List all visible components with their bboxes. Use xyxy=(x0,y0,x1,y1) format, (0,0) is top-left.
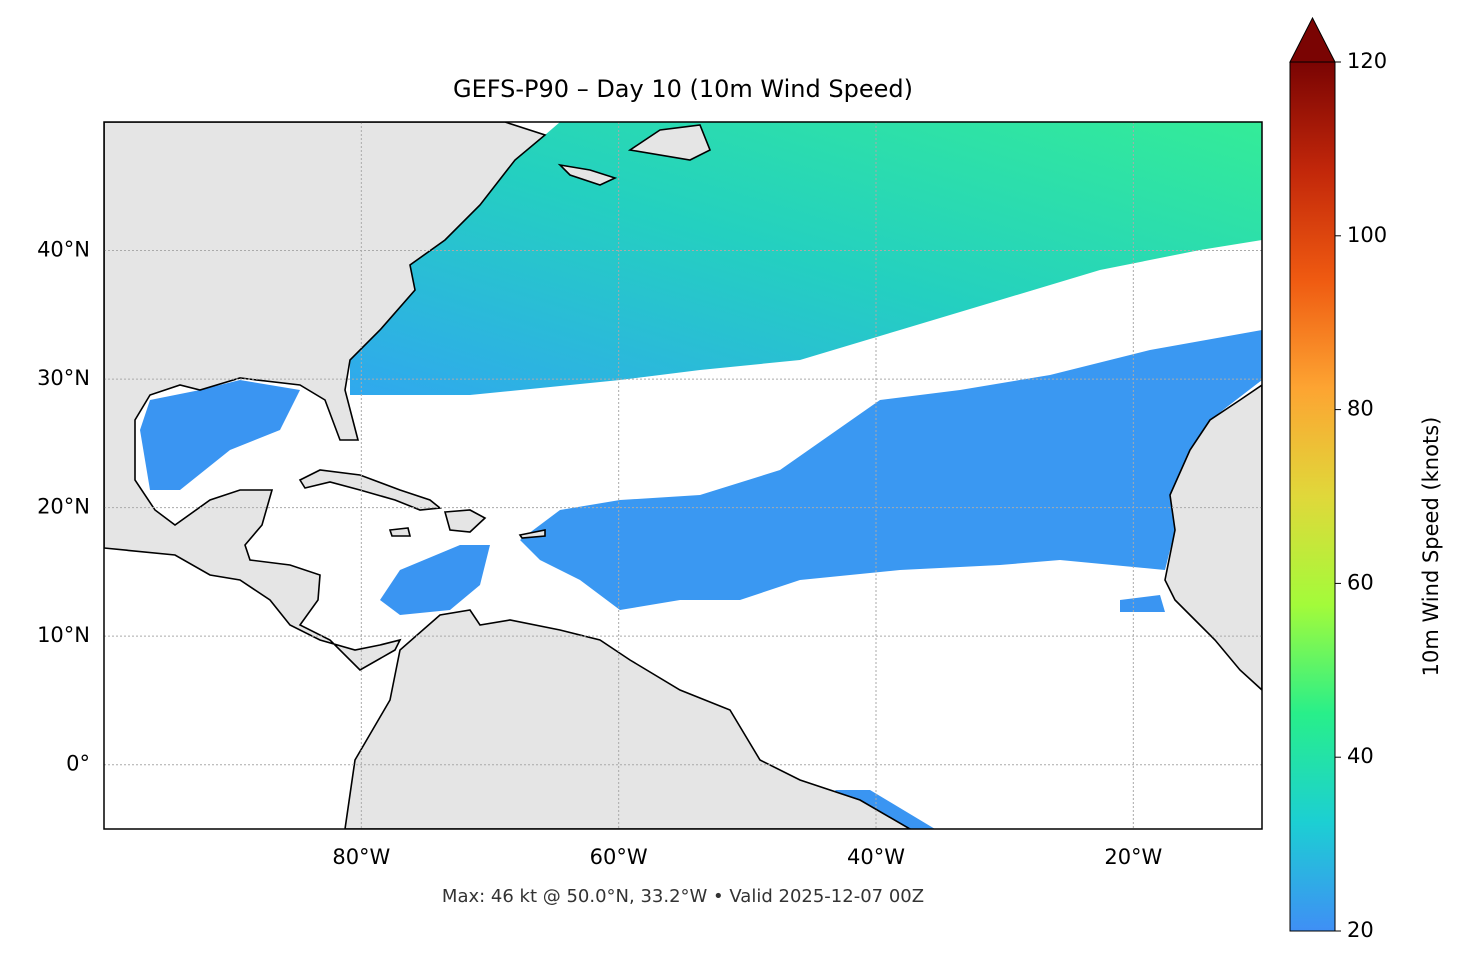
land-newfoundland xyxy=(627,124,712,161)
land-south-america xyxy=(344,609,912,829)
colorbar-ramp xyxy=(1289,61,1336,932)
y-tick-label: 10°N xyxy=(37,623,90,647)
land-africa xyxy=(1164,384,1262,692)
wind-field-south xyxy=(520,330,1262,610)
colorbar-tick-label: 100 xyxy=(1347,223,1387,247)
land-puerto-rico xyxy=(518,529,546,539)
colorbar-tick-label: 80 xyxy=(1347,397,1374,421)
land-north-america xyxy=(104,122,547,671)
wind-field-patch xyxy=(1120,595,1165,612)
land-cuba xyxy=(298,469,443,511)
chart-title: GEFS-P90 – Day 10 (10m Wind Speed) xyxy=(453,75,913,103)
colorbar-tick-label: 20 xyxy=(1347,918,1374,942)
colorbar-label: 10m Wind Speed (knots) xyxy=(1419,417,1443,677)
y-tick-label: 0° xyxy=(66,752,90,776)
wind-field-gulf xyxy=(140,380,300,490)
y-tick-label: 40°N xyxy=(37,238,90,262)
x-tick-label: 40°W xyxy=(847,845,905,869)
colorbar-tick-label: 60 xyxy=(1347,570,1374,594)
x-tick-label: 20°W xyxy=(1104,845,1162,869)
footnote: Max: 46 kt @ 50.0°N, 33.2°W • Valid 2025… xyxy=(442,886,924,907)
y-tick-label: 30°N xyxy=(37,366,90,390)
colorbar-extend xyxy=(1289,16,1336,63)
colorbar-tick-label: 120 xyxy=(1347,49,1387,73)
wind-field-caribbean xyxy=(380,545,490,615)
y-tick-label: 20°N xyxy=(37,495,90,519)
x-tick-label: 60°W xyxy=(590,845,648,869)
map-frame xyxy=(103,121,1263,830)
land-hispaniola xyxy=(443,509,487,533)
colorbar-tick-label: 40 xyxy=(1347,744,1374,768)
land-jamaica xyxy=(388,527,412,537)
wind-field-north xyxy=(350,122,1262,395)
colorbar: 20 40 60 80 100 120 10m Wind Speed (knots) xyxy=(1289,16,1443,942)
x-tick-label: 80°W xyxy=(332,845,390,869)
map-area xyxy=(104,122,1262,829)
land-nova-scotia xyxy=(557,163,618,186)
